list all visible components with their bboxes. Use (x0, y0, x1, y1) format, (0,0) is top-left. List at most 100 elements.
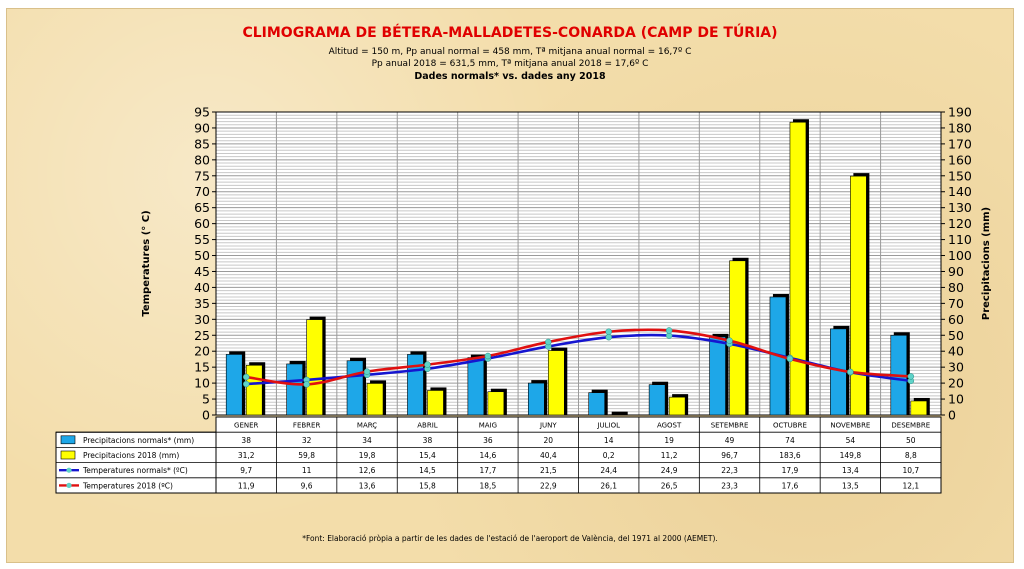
left-tick-label: 65 (194, 200, 210, 215)
bar-normal-agost (648, 384, 666, 416)
table-cell: 8,8 (905, 451, 917, 460)
table-cell: 14,6 (480, 451, 497, 460)
table-cell: 19 (664, 436, 674, 445)
right-tick-label: 10 (948, 392, 964, 407)
table-cell: 34 (362, 436, 372, 445)
point-temperature-2018 (424, 361, 431, 368)
point-temperature-normal (605, 333, 612, 341)
right-tick-label: 100 (948, 248, 972, 263)
category-label: NOVEMBRE (830, 422, 870, 430)
left-tick-label: 45 (194, 264, 210, 279)
table-cell: 32 (302, 436, 312, 445)
table-cell: 38 (241, 436, 251, 445)
table-cell: 10,7 (902, 466, 919, 475)
bar-2018-setembre (729, 260, 746, 416)
left-tick-label: 0 (202, 408, 210, 423)
legend-label: Precipitacions 2018 (mm) (83, 451, 179, 460)
table-cell: 54 (846, 436, 856, 445)
bar-2018-octubre (789, 121, 807, 416)
plot-border (215, 111, 942, 416)
category-label: MARÇ (357, 422, 377, 430)
legend-key-marker (66, 482, 72, 488)
line-temperatures-2018 (246, 328, 911, 386)
table-cell: 13,4 (842, 466, 859, 475)
point-temperature-2018 (665, 327, 673, 334)
left-tick-label: 40 (194, 280, 210, 295)
point-temperature-2018 (303, 381, 310, 388)
bar-normal-juny (527, 382, 545, 416)
bar-2018-juny (547, 350, 565, 416)
bar-2018-desembre (910, 400, 928, 416)
table-cell: 11,9 (238, 481, 255, 490)
table-cell: 14,5 (419, 466, 436, 475)
table-cell: 18,5 (480, 481, 497, 490)
left-tick-label: 25 (194, 328, 210, 343)
chart-title: CLIMOGRAMA DE BÉTERA-MALLADETES-CONARDA … (242, 23, 777, 41)
legend-key-precip-2018 (60, 450, 76, 460)
table-cell: 74 (785, 436, 795, 445)
table-cell: 13,6 (359, 481, 376, 490)
right-tick-label: 40 (948, 344, 964, 359)
category-label: DESEMBRE (891, 422, 930, 430)
bar-2018-abril (427, 390, 444, 416)
table-cell: 0,2 (603, 451, 615, 460)
bar-shadow (611, 411, 628, 415)
table-cell: 31,2 (238, 451, 255, 460)
legend-label: Precipitacions normals* (mm) (83, 436, 194, 445)
point-temperature-2018 (726, 337, 733, 344)
table-cell: 96,7 (721, 451, 738, 460)
table-cell: 15,4 (419, 451, 436, 460)
category-label: GENER (234, 422, 259, 430)
legend-label: Temperatures normals* (ºC) (82, 466, 188, 475)
category-label: MAIG (479, 422, 497, 430)
table-cell: 49 (725, 436, 735, 445)
left-tick-label: 20 (194, 344, 210, 359)
table-cell: 40,4 (540, 451, 557, 460)
legend-label: Temperatures 2018 (ºC) (82, 481, 173, 490)
left-tick-label: 90 (194, 120, 210, 135)
left-tick-label: 80 (194, 152, 210, 167)
category-label: OCTUBRE (773, 422, 807, 430)
table-cell: 22,9 (540, 481, 557, 490)
bar-2018-maig (487, 391, 505, 416)
right-tick-label: 0 (948, 408, 956, 423)
chart-subtitle-1: Altitud = 150 m, Pp anual normal = 458 m… (329, 47, 692, 57)
bar-2018-agost (668, 396, 686, 416)
left-tick-label: 60 (194, 216, 210, 231)
bar-2018-març (366, 383, 384, 416)
right-tick-label: 140 (948, 184, 972, 199)
table-cell: 50 (906, 436, 916, 445)
table-cell: 24,4 (600, 466, 617, 475)
chart-panel: CLIMOGRAMA DE BÉTERA-MALLADETES-CONARDA … (6, 8, 1014, 563)
table-cell: 13,5 (842, 481, 859, 490)
category-label: JUNY (539, 422, 557, 430)
left-tick-label: 10 (194, 376, 210, 391)
table-cell: 26,1 (600, 481, 617, 490)
table-cell: 26,5 (661, 481, 678, 490)
point-temperature-2018 (545, 338, 552, 346)
table-cell: 11 (302, 466, 312, 475)
point-temperature-2018 (907, 373, 915, 380)
bar-2018-novembre (850, 175, 867, 416)
bar-normal-abril (407, 354, 424, 416)
bar-2018-febrer (306, 319, 323, 416)
category-label: ABRIL (417, 422, 438, 430)
point-temperature-2018 (786, 355, 794, 363)
table-cell: 21,5 (540, 466, 557, 475)
right-tick-label: 120 (948, 216, 972, 231)
table-cell: 20 (544, 436, 554, 445)
right-tick-label: 30 (948, 360, 964, 375)
legend-key-marker (66, 467, 72, 473)
table-cell: 11,2 (661, 451, 678, 460)
category-label: AGOST (657, 422, 682, 430)
table-cell: 9,7 (240, 466, 252, 475)
table-cell: 183,6 (779, 451, 801, 460)
left-tick-label: 95 (194, 105, 210, 120)
right-tick-label: 160 (948, 152, 972, 167)
legend-key-precip-normal (60, 435, 76, 445)
point-temperature-2018 (363, 368, 371, 375)
table-cell: 12,1 (902, 481, 919, 490)
category-label: SETEMBRE (711, 422, 749, 430)
right-tick-label: 150 (948, 168, 972, 183)
table-cell: 38 (423, 436, 433, 445)
